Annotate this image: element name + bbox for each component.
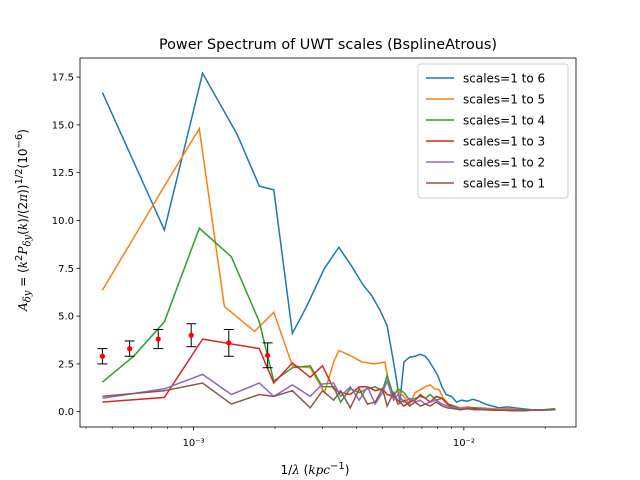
errorbar-6 [262, 342, 273, 369]
series-line-1 [101, 71, 556, 411]
y-tick-label: 2.5 [58, 359, 74, 370]
series-line-6 [102, 382, 556, 412]
legend-entry-2: scales=1 to 5 [426, 93, 545, 107]
x-axis-label: 1/λ (kpc−1) [280, 461, 350, 477]
errorbar-3 [153, 328, 164, 350]
errorbar-point-3 [155, 336, 161, 342]
legend-label: scales=1 to 5 [463, 93, 545, 107]
y-tick-label: 17.5 [52, 73, 74, 84]
legend-entry-4: scales=1 to 3 [426, 135, 545, 149]
plot-area [97, 71, 556, 412]
errorbar-point-2 [127, 346, 133, 352]
legend-entry-5: scales=1 to 2 [426, 156, 545, 170]
y-tick-label: 15.0 [52, 120, 74, 131]
legend-entry-3: scales=1 to 4 [426, 114, 545, 128]
errorbar-5 [223, 328, 234, 357]
y-tick-label: 0.0 [58, 407, 74, 418]
legend: scales=1 to 6 scales=1 to 5 scales=1 to 4 s… [417, 63, 569, 199]
errorbar-2 [124, 340, 135, 357]
y-tick-label: 5.0 [58, 312, 74, 323]
x-tick-label: 10⁻³ [183, 438, 205, 449]
legend-label: scales=1 to 3 [463, 135, 545, 149]
legend-label: scales=1 to 2 [463, 156, 545, 170]
legend-entry-6: scales=1 to 1 [426, 177, 545, 191]
errorbar-point-6 [265, 352, 271, 358]
legend-label: scales=1 to 1 [463, 177, 545, 191]
y-axis-label: Aδy = (k2Pδy(k)/(2π))1/2(10−6) [14, 129, 34, 311]
legend-label: scales=1 to 4 [463, 114, 545, 128]
errorbar-point-4 [188, 332, 194, 338]
y-tick-label: 12.5 [52, 168, 74, 179]
errorbar-4 [186, 323, 197, 348]
legend-entry-1: scales=1 to 6 [426, 72, 545, 86]
errorbar-point-1 [99, 353, 106, 359]
errorbar-1 [97, 348, 108, 365]
y-tick-label: 7.5 [58, 264, 74, 275]
axes-frame [79, 57, 577, 428]
chart-title: Power Spectrum of UWT scales (BsplineAtr… [159, 37, 497, 53]
x-tick-label: 10⁻² [453, 438, 475, 449]
series-line-3 [101, 226, 556, 411]
legend-label: scales=1 to 6 [463, 72, 545, 86]
legend-box [417, 63, 569, 199]
series-line-4 [102, 338, 556, 412]
errorbar-point-5 [226, 340, 232, 346]
y-tick-label: 10.0 [52, 216, 74, 227]
axis-ticks: 0.0 2.5 5.0 7.5 10.0 12.5 15.0 17.5 10⁻³ 10⁻² [52, 73, 546, 449]
